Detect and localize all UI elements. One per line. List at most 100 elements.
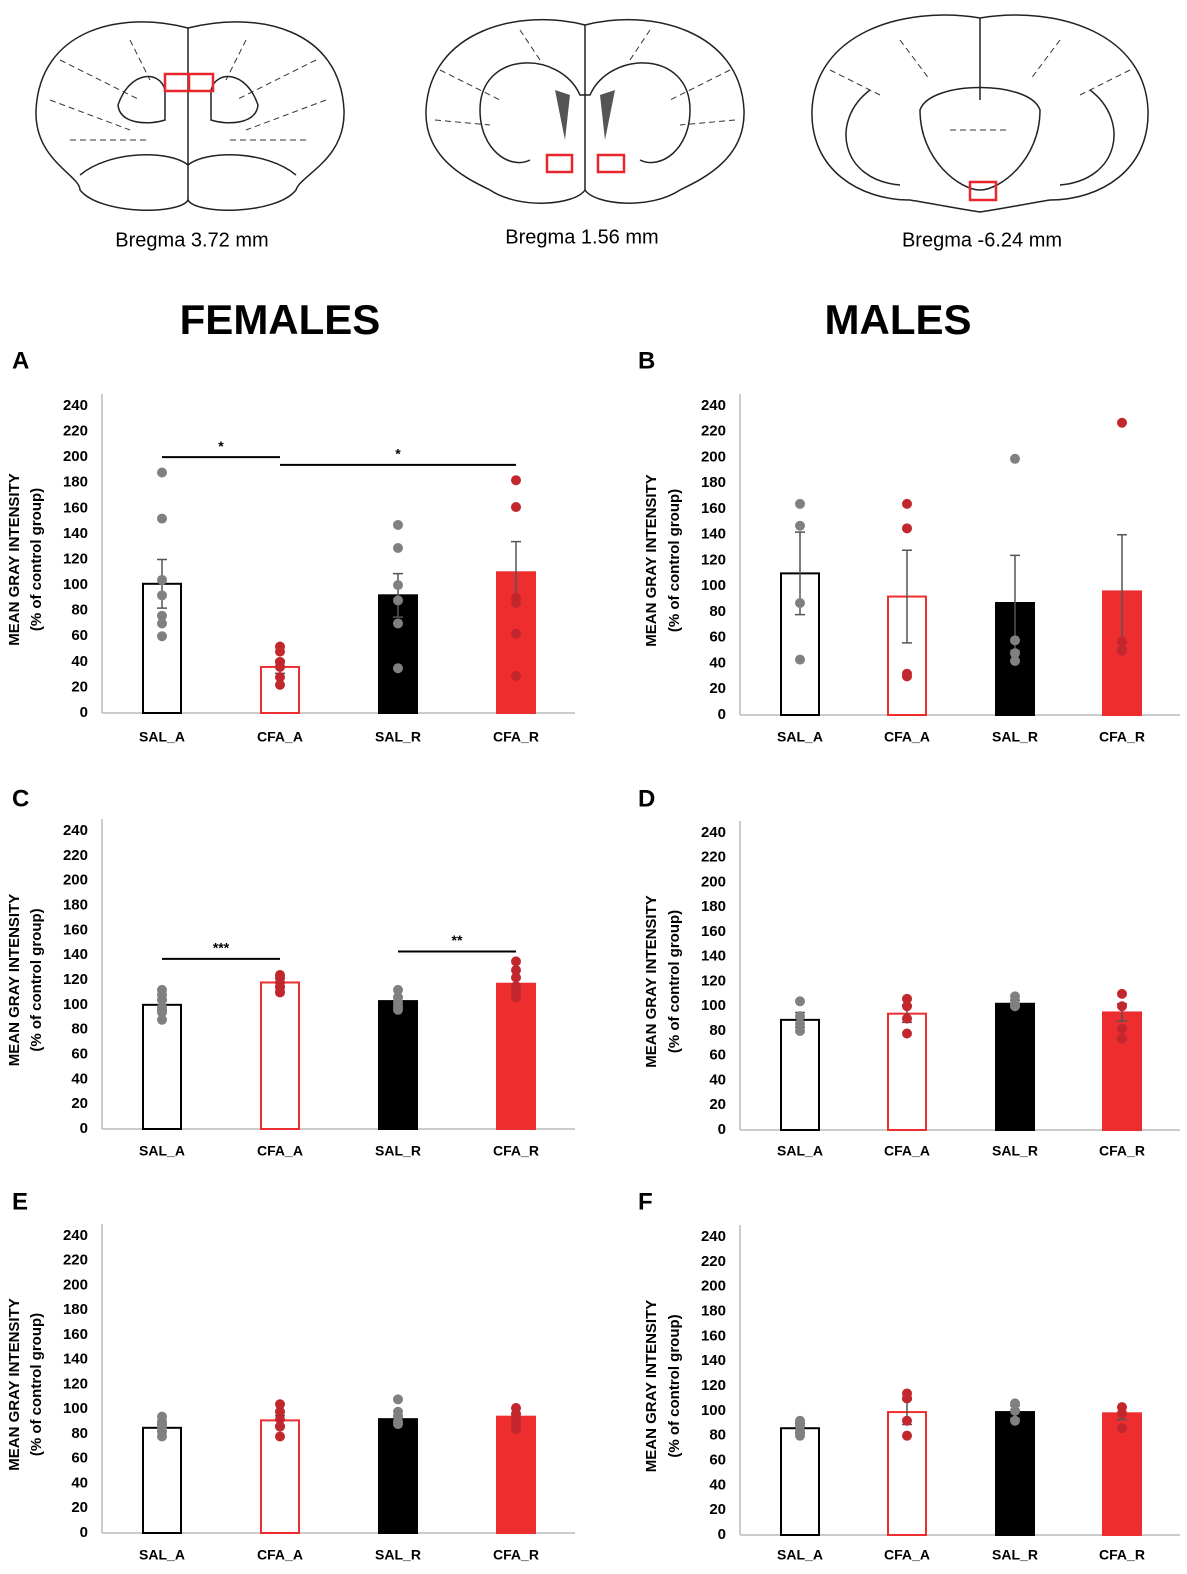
significance-label: * — [218, 438, 224, 454]
y-tick-label: 60 — [71, 1450, 88, 1467]
data-point — [511, 992, 521, 1003]
y-tick-label: 140 — [701, 948, 726, 965]
data-point — [275, 1399, 285, 1410]
data-point — [393, 519, 403, 530]
data-point — [157, 618, 167, 629]
data-point — [393, 1419, 403, 1430]
y-tick-label: 20 — [71, 678, 88, 695]
data-point — [275, 1406, 285, 1417]
data-point — [511, 502, 521, 513]
x-tick-label: CFA_R — [1099, 729, 1145, 745]
data-point — [157, 513, 167, 524]
x-tick-label: SAL_R — [375, 1143, 421, 1159]
data-point — [157, 1014, 167, 1025]
bar — [378, 1418, 418, 1535]
y-tick-label: 80 — [709, 1022, 726, 1039]
data-point — [157, 994, 167, 1005]
bar — [995, 1002, 1035, 1132]
y-tick-label: 0 — [80, 704, 88, 721]
y-axis-label: (% of control group) — [666, 1314, 683, 1457]
y-tick-label: 160 — [701, 1327, 726, 1344]
y-tick-label: 160 — [701, 923, 726, 940]
y-tick-label: 100 — [701, 1402, 726, 1419]
y-tick-label: 40 — [71, 1070, 88, 1087]
y-tick-label: 220 — [701, 423, 726, 440]
y-tick-label: 120 — [63, 1375, 88, 1392]
y-tick-label: 140 — [63, 525, 88, 542]
data-point — [393, 618, 403, 629]
data-point — [902, 1001, 912, 1012]
bar-chart: F MEAN GRAY INTENSITY (% of control group)… — [638, 1188, 1180, 1563]
y-axis-label: (% of control group) — [666, 910, 683, 1053]
data-point — [511, 1424, 521, 1435]
y-axis-label: MEAN GRAY INTENSITY — [6, 894, 23, 1067]
data-point — [275, 1414, 285, 1425]
data-point — [1117, 1408, 1127, 1419]
data-point — [902, 1415, 912, 1426]
atlas-caption: Bregma 3.72 mm — [115, 229, 268, 251]
data-point — [795, 1430, 805, 1441]
y-tick-label: 120 — [701, 972, 726, 989]
data-point — [1010, 1415, 1020, 1426]
y-tick-label: 120 — [701, 1377, 726, 1394]
data-point — [275, 1421, 285, 1432]
y-tick-label: 240 — [701, 397, 726, 414]
data-point — [157, 574, 167, 585]
data-point — [902, 1393, 912, 1404]
y-tick-label: 220 — [701, 1253, 726, 1270]
x-tick-label: CFA_A — [257, 1547, 303, 1563]
y-axis-label: MEAN GRAY INTENSITY — [6, 473, 23, 646]
bar — [496, 1415, 536, 1535]
atlas-caption: Bregma 1.56 mm — [505, 226, 658, 248]
data-point — [795, 498, 805, 509]
y-tick-label: 200 — [701, 873, 726, 890]
data-point — [1010, 1001, 1020, 1012]
y-tick-label: 120 — [701, 551, 726, 568]
y-tick-label: 80 — [71, 602, 88, 619]
data-point — [795, 520, 805, 531]
y-tick-label: 0 — [80, 1120, 88, 1137]
bar — [780, 1427, 820, 1537]
y-tick-label: 140 — [701, 526, 726, 543]
y-axis-label: (% of control group) — [666, 489, 683, 632]
bar — [142, 1426, 182, 1534]
y-tick-label: 120 — [63, 971, 88, 988]
error-bar — [902, 549, 912, 644]
x-tick-label: CFA_R — [493, 1143, 539, 1159]
y-tick-label: 20 — [709, 680, 726, 697]
y-tick-label: 140 — [701, 1352, 726, 1369]
y-tick-label: 20 — [71, 1499, 88, 1516]
y-tick-label: 240 — [63, 822, 88, 839]
column-title: MALES — [825, 296, 972, 343]
y-tick-label: 220 — [701, 849, 726, 866]
data-point — [275, 1431, 285, 1442]
y-tick-label: 120 — [63, 550, 88, 567]
y-tick-label: 20 — [709, 1501, 726, 1518]
panel-letter: F — [638, 1188, 653, 1215]
data-point — [1010, 655, 1020, 666]
y-tick-label: 240 — [701, 824, 726, 841]
data-point — [275, 661, 285, 672]
data-point — [902, 993, 912, 1004]
data-point — [1117, 1033, 1127, 1044]
y-tick-label: 0 — [80, 1524, 88, 1541]
data-point — [902, 498, 912, 509]
section-2 — [425, 18, 745, 204]
y-tick-label: 60 — [71, 1045, 88, 1062]
y-tick-label: 160 — [63, 499, 88, 516]
section-3 — [811, 14, 1149, 213]
data-point — [1117, 1001, 1127, 1012]
data-point — [1117, 417, 1127, 428]
data-point — [275, 679, 285, 690]
x-tick-label: CFA_A — [884, 729, 930, 745]
data-point — [1010, 648, 1020, 659]
y-tick-label: 180 — [701, 898, 726, 915]
data-point — [1010, 635, 1020, 646]
x-tick-label: CFA_A — [257, 1143, 303, 1159]
bar — [260, 981, 300, 1130]
section-1 — [35, 21, 345, 211]
x-tick-label: SAL_R — [992, 1547, 1038, 1563]
data-point — [393, 595, 403, 606]
x-tick-label: SAL_R — [992, 729, 1038, 745]
x-tick-label: CFA_A — [884, 1547, 930, 1563]
